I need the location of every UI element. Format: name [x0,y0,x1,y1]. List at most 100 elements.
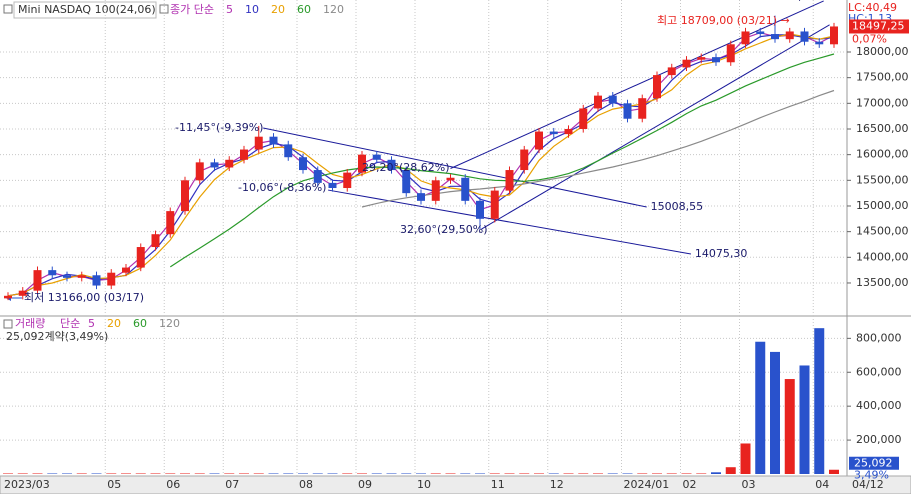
y-tick-label: 15000,00 [856,199,909,212]
y-tick-label: 14000,00 [856,250,909,263]
y-tick-label: 16500,00 [856,122,909,135]
title-box [13,1,157,19]
volume-bar [430,473,441,474]
last-date-label: 04/12 [852,478,884,491]
icon [3,4,13,14]
x-tick-label: 09 [358,478,372,491]
x-tick-label: 12 [550,478,564,491]
volume-bar [253,473,264,474]
candle-body [756,31,765,35]
volume-change: 3,49% [854,469,889,482]
volume-bar [784,379,795,474]
candle-body [549,131,558,135]
volume-bar [548,473,559,474]
annotation: -10,06°(-8,36%) [238,181,326,194]
volume-bar [194,473,205,474]
volume-bar [357,473,367,474]
volume-bar [3,473,13,474]
candle-body [299,157,307,171]
trendline-label: 15008,55 [651,200,704,213]
candle-body [77,275,86,278]
icon [3,319,13,329]
volume-bar [401,473,412,474]
x-tick-label: 07 [225,478,239,491]
candle-body [431,180,440,201]
legend-item: 20 [271,3,285,16]
price-change: 0,07% [852,32,887,45]
volume-bar [445,473,456,474]
candle-body [33,270,42,291]
candle-body [712,57,720,63]
indicator: LC:40,49 [848,1,897,14]
candle-body [254,136,263,150]
volume-bar [371,473,382,474]
candle-body [490,190,499,219]
legend-title: 종가 단순 [170,3,214,16]
volume-bar [135,473,146,474]
trendline-label: 18994,28 [763,0,816,3]
candle-body [4,295,12,299]
volume-bar [519,473,530,474]
x-tick-label: 2023/03 [4,478,50,491]
volume-bar [578,473,589,474]
legend-item: 10 [245,3,259,16]
volume-bar [652,473,662,474]
volume-bar [342,473,353,474]
moving-average [7,33,835,297]
candle-body [284,144,293,158]
volume-bar [62,473,72,474]
candle-body [63,275,71,278]
candle-body [771,34,779,40]
y-tick-label: 200,000 [856,433,902,446]
volume-bar [416,473,426,474]
candle-body [269,136,278,145]
y-tick-label: 800,000 [856,331,902,344]
candle-body [210,162,219,168]
annotation: 최저 13166,00 (03/17) [24,291,144,304]
candle-body [667,67,676,76]
volume-bar [622,473,633,474]
legend-item: 60 [133,317,147,330]
volume-bar [814,328,825,474]
candle-body [48,270,57,276]
volume-legend-title: 단순 [60,317,80,330]
candle-body [638,98,647,119]
volume-bar [283,473,294,474]
current-price: 18497,25 [852,19,905,32]
trendline [450,0,824,169]
x-tick-label: 03 [742,478,756,491]
volume-bar [637,473,648,474]
volume-bar [47,473,58,474]
candle-body [741,31,750,45]
candle-body [505,170,514,191]
trendline [263,127,647,208]
y-tick-label: 14500,00 [856,225,909,238]
legend-item: 120 [323,3,344,16]
candle-body [372,154,381,160]
candle-body [107,272,116,286]
x-tick-label: 06 [166,478,180,491]
volume-bar [239,473,249,474]
volume-bar [180,473,190,474]
trendline [481,24,830,230]
x-tick-label: 08 [299,478,313,491]
volume-info: 25,092계약(3,49%) [6,329,108,343]
volume-bar [76,473,87,474]
volume-bar [327,473,338,474]
candle-body [682,59,691,68]
moving-average [169,53,835,268]
candle-body [195,162,204,181]
candle-body [476,200,484,219]
volume-bar [563,473,574,474]
x-tick-label: 11 [491,478,505,491]
candle-body [800,31,809,42]
candle-body [343,172,352,189]
volume-bar [312,473,323,474]
volume-bar [165,473,176,474]
volume-bar [224,473,235,474]
candle-body [181,180,189,212]
candle-body [122,267,130,273]
annotation: 32,60°(29,50%) [400,223,488,236]
candle-body [830,26,838,45]
